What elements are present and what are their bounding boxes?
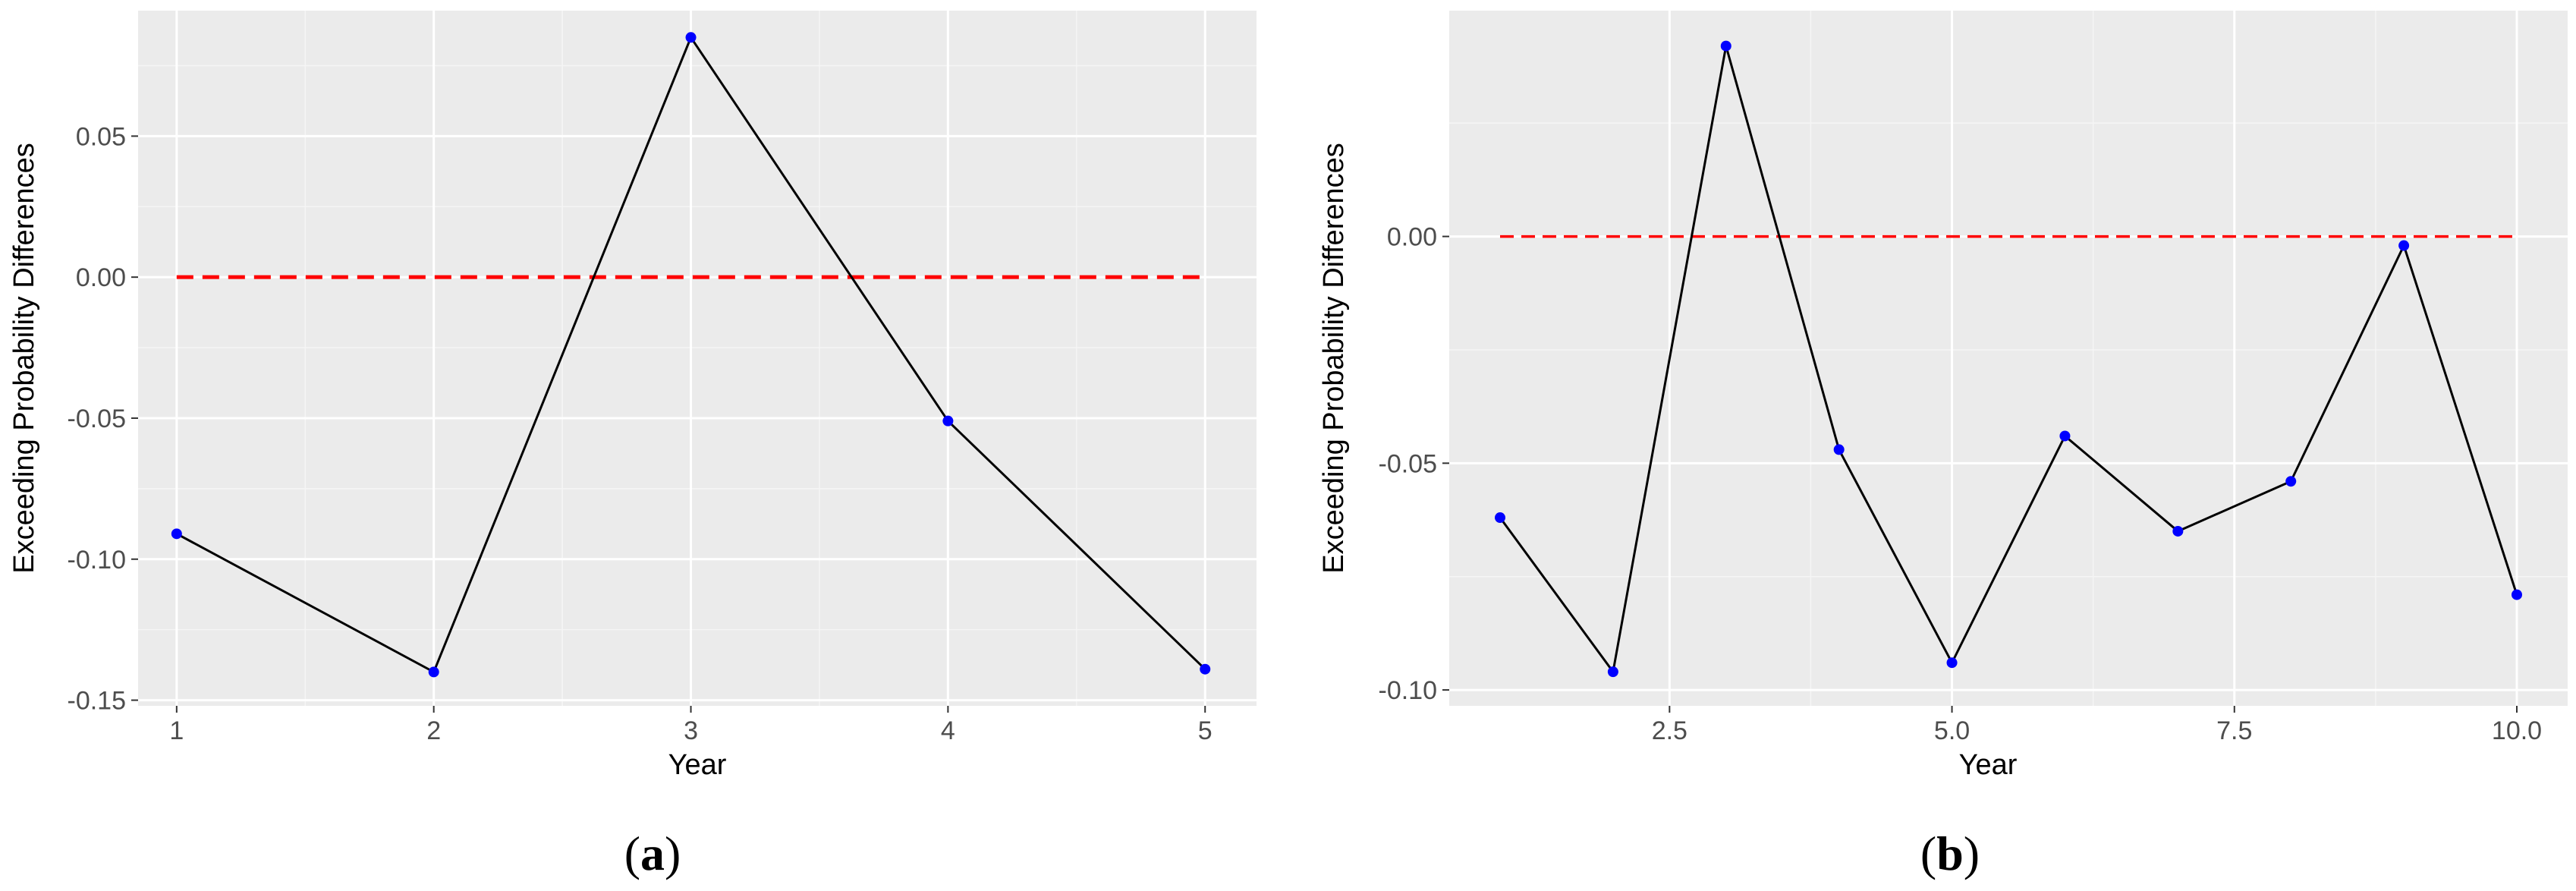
x-tick-label: 5.0 — [1934, 716, 1970, 745]
series-line — [1499, 46, 2518, 675]
x-tick-label: 7.5 — [2216, 716, 2252, 745]
y-tick-label: 0.00 — [1387, 223, 1437, 252]
y-tick-label: -0.05 — [68, 405, 127, 433]
y-tick-label: -0.10 — [1379, 676, 1438, 705]
data-point — [1200, 663, 1211, 675]
data-point — [1946, 657, 1958, 669]
data-points — [171, 32, 1211, 678]
y-axis-title: Exceeding Probability Differences — [1318, 143, 1350, 574]
data-point — [171, 528, 182, 540]
panel-letter: a — [640, 826, 665, 880]
x-tick-label: 1 — [169, 716, 184, 745]
data-point — [2285, 476, 2297, 487]
y-tick-label: 0.05 — [76, 122, 126, 151]
y-tick-label: 0.00 — [76, 263, 126, 292]
data-point — [428, 666, 439, 678]
x-tick-label: 4 — [941, 716, 955, 745]
minor-gridlines — [1449, 11, 2568, 706]
data-point — [1495, 512, 1505, 524]
data-points — [1495, 40, 2522, 678]
y-axis-ticks: -0.10 -0.05 0.00 — [1379, 223, 1449, 705]
x-tick-label: 5 — [1198, 716, 1213, 745]
y-tick-label: -0.15 — [68, 687, 127, 716]
x-axis-ticks: 2.5 5.0 7.5 10.0 — [1652, 706, 2542, 745]
minor-gridlines — [138, 11, 1257, 706]
data-point — [2512, 589, 2522, 600]
data-point — [942, 415, 954, 427]
plot-background — [1449, 11, 2568, 706]
x-tick-label: 2.5 — [1652, 716, 1687, 745]
data-point — [2059, 430, 2071, 442]
data-point — [1720, 40, 1731, 52]
x-tick-label: 2 — [426, 716, 441, 745]
panel-letter: b — [1936, 826, 1964, 880]
panel-label-b: (b) — [1920, 826, 1980, 880]
x-tick-label: 3 — [684, 716, 698, 745]
x-axis-ticks: 1 2 3 4 5 — [169, 706, 1213, 745]
y-tick-label: -0.10 — [68, 546, 127, 575]
plot-background — [138, 11, 1257, 706]
y-tick-label: -0.05 — [1379, 449, 1438, 478]
chart-panel-b: 2.5 5.0 7.5 10.0 -0.10 -0.05 0.00 Year Exceed… — [1318, 11, 2568, 880]
data-point — [2172, 525, 2184, 537]
x-tick-label: 10.0 — [2492, 716, 2542, 745]
data-point — [2398, 240, 2410, 251]
data-point — [1607, 666, 1618, 678]
x-axis-title: Year — [1959, 749, 2018, 781]
x-axis-title: Year — [668, 749, 727, 781]
chart-panel-a: 1 2 3 4 5 -0.15 -0.10 -0.05 0.00 0.05 Year Excee… — [8, 11, 1257, 880]
panel-label-a: (a) — [624, 826, 681, 880]
data-point — [685, 32, 697, 43]
y-axis-title: Exceeding Probability Differences — [8, 143, 40, 574]
data-point — [1833, 444, 1845, 455]
y-axis-ticks: -0.15 -0.10 -0.05 0.00 0.05 — [68, 122, 138, 716]
